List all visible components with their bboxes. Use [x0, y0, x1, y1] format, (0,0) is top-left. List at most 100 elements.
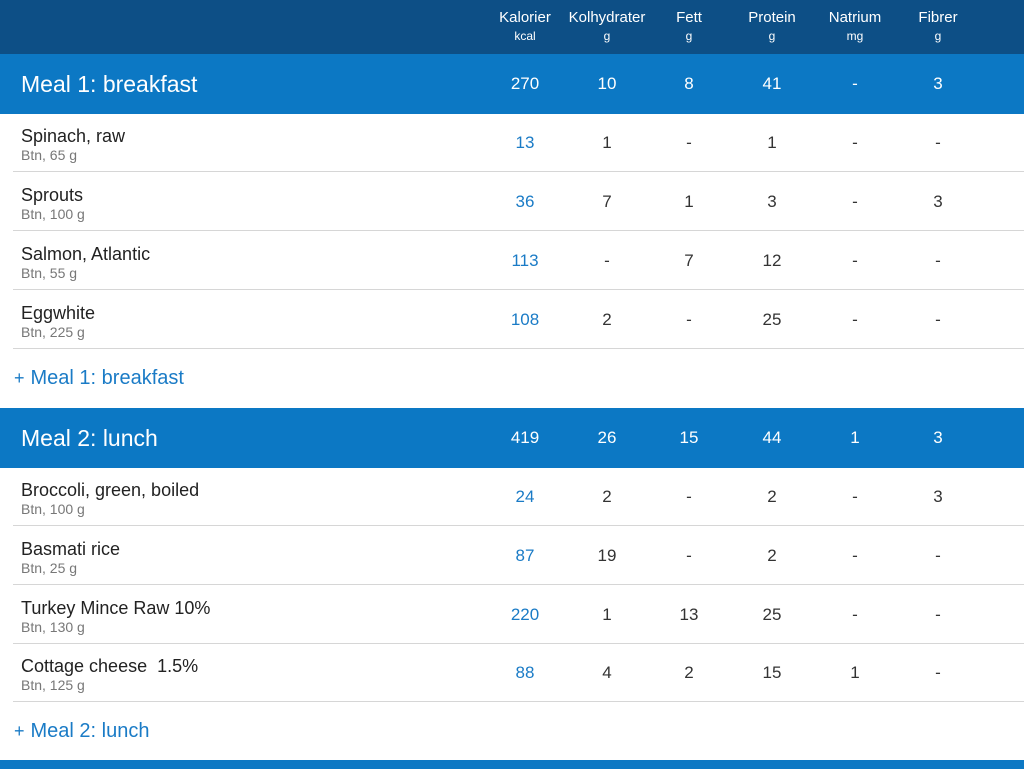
food-protein: 25 [762, 605, 782, 624]
add-food-row-lunch: + Meal 2: lunch [0, 702, 1024, 761]
plus-icon: + [14, 721, 25, 741]
food-natrium: 1 [850, 663, 860, 682]
column-header-kolhydrater: Kolhydrater g [566, 0, 648, 44]
meal-total-fett: 8 [684, 74, 694, 93]
food-row[interactable]: Sprouts Btn, 100 g 36 7 1 3 - 3 [0, 173, 1024, 231]
row-divider [13, 643, 1024, 644]
meal-total-protein: 41 [762, 74, 782, 93]
column-name: Protein [748, 9, 796, 26]
column-unit: g [603, 29, 611, 43]
column-unit: g [685, 29, 693, 43]
food-natrium: - [852, 546, 858, 565]
meal-total-kalorier: 419 [510, 428, 540, 447]
add-food-button-lunch[interactable]: + Meal 2: lunch [14, 702, 149, 761]
food-kolhydrater: - [604, 251, 610, 270]
food-fibrer: - [935, 251, 941, 270]
column-name: Natrium [828, 9, 882, 26]
row-divider [13, 584, 1024, 585]
column-name: Fett [676, 9, 702, 26]
meal-total-fibrer: 3 [933, 74, 943, 93]
food-protein: 1 [767, 133, 777, 152]
food-name: Eggwhite [21, 303, 96, 323]
add-food-button-breakfast[interactable]: + Meal 1: breakfast [14, 349, 184, 408]
meal-total-fett: 15 [679, 428, 699, 447]
food-row[interactable]: Cottage cheese 1.5% Btn, 125 g 88 4 2 15… [0, 644, 1024, 702]
food-kolhydrater: 4 [602, 663, 612, 682]
food-kalorier: 113 [511, 251, 539, 270]
food-fibrer: - [935, 663, 941, 682]
next-meal-header-partial[interactable] [0, 760, 1024, 769]
nutrition-column-header: Kalorier kcal Kolhydrater g Fett g Prote… [0, 0, 1024, 54]
food-kalorier: 13 [515, 133, 535, 152]
food-kolhydrater: 19 [597, 546, 617, 565]
column-unit: mg [846, 29, 864, 43]
food-natrium: - [852, 605, 858, 624]
meal-total-natrium: 1 [850, 428, 860, 447]
food-row[interactable]: Spinach, raw Btn, 65 g 13 1 - 1 - - [0, 114, 1024, 172]
food-protein: 2 [767, 487, 777, 506]
food-fibrer: - [935, 133, 941, 152]
food-fett: - [686, 133, 692, 152]
food-row[interactable]: Salmon, Atlantic Btn, 55 g 113 - 7 12 - … [0, 232, 1024, 290]
food-kolhydrater: 2 [602, 310, 612, 329]
food-row[interactable]: Eggwhite Btn, 225 g 108 2 - 25 - - [0, 291, 1024, 349]
food-fibrer: - [935, 546, 941, 565]
food-protein: 15 [762, 663, 782, 682]
food-natrium: - [852, 251, 858, 270]
meal-total-natrium: - [852, 74, 858, 93]
add-food-label: Meal 1: breakfast [30, 367, 184, 389]
food-kolhydrater: 1 [602, 605, 612, 624]
food-row[interactable]: Turkey Mince Raw 10% Btn, 130 g 220 1 13… [0, 586, 1024, 644]
meal-title: Meal 2: lunch [21, 425, 158, 451]
food-kalorier: 220 [510, 605, 540, 624]
food-name: Cottage cheese 1.5% [21, 656, 199, 676]
food-name: Spinach, raw [21, 126, 126, 146]
food-fibrer: 3 [933, 192, 943, 211]
food-kalorier: 36 [515, 192, 535, 211]
column-name: Kolhydrater [568, 9, 646, 26]
food-kolhydrater: 1 [602, 133, 612, 152]
food-fibrer: - [935, 605, 941, 624]
food-fett: - [686, 487, 692, 506]
column-name: Kalorier [499, 9, 551, 26]
meal-header-breakfast[interactable]: Meal 1: breakfast 270 10 8 41 - 3 [0, 54, 1024, 114]
food-kolhydrater: 7 [602, 192, 612, 211]
food-portion: Btn, 225 g [21, 324, 85, 340]
row-divider [13, 289, 1024, 290]
food-protein: 2 [767, 546, 777, 565]
food-portion: Btn, 130 g [21, 619, 85, 635]
food-portion: Btn, 100 g [21, 501, 85, 517]
food-fett: 2 [684, 663, 694, 682]
food-name: Sprouts [21, 185, 84, 205]
food-name: Turkey Mince Raw 10% [21, 598, 211, 618]
column-unit: g [934, 29, 942, 43]
column-header-fett: Fett g [648, 0, 730, 44]
meal-total-fibrer: 3 [933, 428, 943, 447]
food-fett: 7 [684, 251, 694, 270]
food-portion: Btn, 100 g [21, 206, 85, 222]
food-protein: 12 [762, 251, 782, 270]
food-name: Salmon, Atlantic [21, 244, 151, 264]
food-natrium: - [852, 192, 858, 211]
food-natrium: - [852, 310, 858, 329]
food-portion: Btn, 55 g [21, 265, 78, 281]
food-protein: 3 [767, 192, 777, 211]
food-kalorier: 87 [515, 546, 535, 565]
row-divider [13, 348, 1024, 349]
food-fett: - [686, 546, 692, 565]
row-divider [13, 230, 1024, 231]
food-kalorier: 108 [510, 310, 540, 329]
food-fett: 13 [679, 605, 699, 624]
column-header-natrium: Natrium mg [814, 0, 896, 44]
meal-total-kolhydrater: 10 [597, 74, 617, 93]
food-portion: Btn, 25 g [21, 560, 78, 576]
food-natrium: - [852, 133, 858, 152]
food-row[interactable]: Basmati rice Btn, 25 g 87 19 - 2 - - [0, 527, 1024, 585]
food-portion: Btn, 65 g [21, 147, 78, 163]
meal-header-lunch[interactable]: Meal 2: lunch 419 26 15 44 1 3 [0, 408, 1024, 468]
food-name: Broccoli, green, boiled [21, 480, 200, 500]
food-fibrer: - [935, 310, 941, 329]
food-kolhydrater: 2 [602, 487, 612, 506]
food-natrium: - [852, 487, 858, 506]
food-row[interactable]: Broccoli, green, boiled Btn, 100 g 24 2 … [0, 468, 1024, 526]
